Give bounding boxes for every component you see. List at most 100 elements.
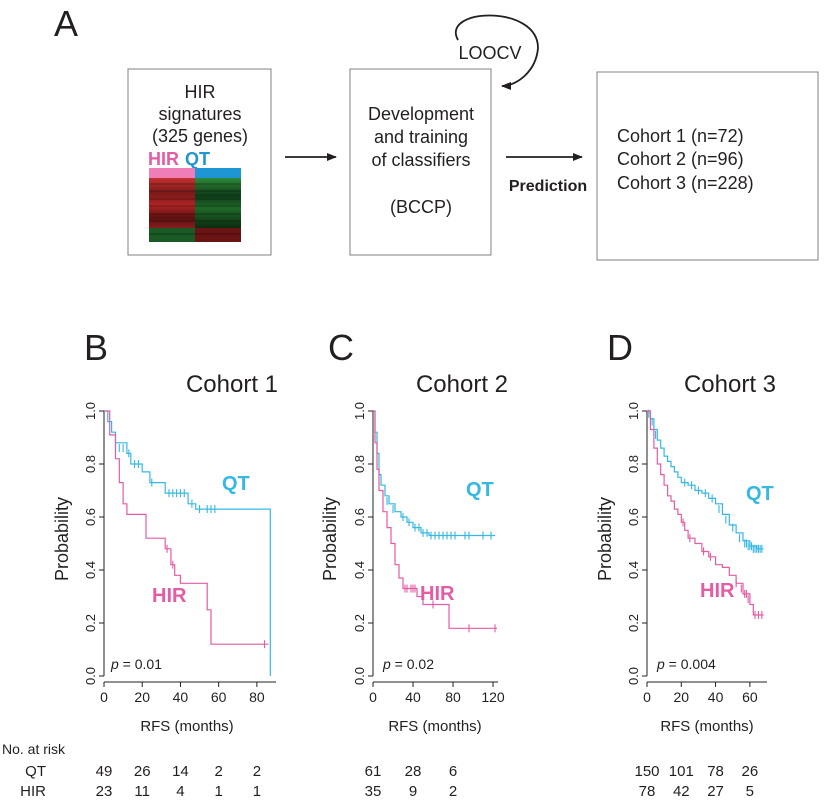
series-label-hir: HIR (700, 580, 735, 602)
risk-value-qt: 101 (669, 763, 694, 780)
km-curve-hir (373, 410, 497, 629)
classifier-box-line-3: of classifiers (371, 150, 470, 170)
x-tick-label: 0 (100, 689, 108, 705)
risk-row-label-hir: HIR (20, 783, 46, 800)
signature-box-line-3: (325 genes) (152, 126, 248, 146)
y-axis-label-cohort-1: Probability (52, 497, 72, 581)
risk-value-qt: 26 (742, 763, 759, 780)
p-value-cohort-2: p = 0.02 (382, 656, 434, 672)
y-tick-label: 0.8 (83, 455, 98, 473)
risk-value-qt: 2 (253, 763, 261, 780)
x-tick-label: 120 (481, 689, 505, 705)
p-value-cohort-3: p = 0.004 (656, 656, 716, 672)
risk-value-hir: 35 (365, 783, 382, 800)
p-number: = 0.004 (665, 656, 716, 672)
p-symbol: p (656, 656, 665, 672)
prediction-label: Prediction (509, 178, 587, 195)
y-tick-label: 0.2 (626, 614, 641, 632)
panel-a-letter: A (54, 3, 78, 44)
risk-value-qt: 28 (405, 763, 422, 780)
panel-d-letter: D (607, 327, 633, 368)
risk-table: No. at risk QT HIR 49 26 14 2 223 11 4 1 161 28 63… (2, 741, 758, 800)
risk-value-hir: 23 (96, 783, 113, 800)
chart-title-cohort-1: Cohort 1 (186, 371, 278, 398)
y-tick-label: 0.8 (626, 455, 641, 473)
y-tick-label: 0.4 (83, 561, 98, 579)
classifier-box (349, 68, 492, 256)
classifier-box-line-4: (BCCP) (390, 197, 452, 217)
y-tick-label: 0.0 (83, 667, 98, 685)
risk-value-hir: 11 (134, 783, 150, 800)
x-tick-label: 0 (643, 689, 651, 705)
classifier-box-line-1: Development (368, 104, 474, 124)
signature-box-line-1: HIR (185, 82, 216, 102)
x-tick-label: 80 (249, 689, 265, 705)
series-label-hir: HIR (420, 583, 455, 605)
y-tick-label: 0.8 (352, 455, 367, 473)
x-tick-label: 60 (211, 689, 227, 705)
y-axis-label-cohort-3: Probability (595, 497, 615, 581)
y-tick-label: 0.6 (626, 508, 641, 526)
classifier-box-line-2: and training (374, 127, 468, 147)
km-panel-cohort-1: B Cohort 1 Probability RFS (months) p = … (52, 327, 278, 735)
chart-title-cohort-2: Cohort 2 (416, 371, 508, 398)
y-axis-label-cohort-2: Probability (320, 497, 340, 581)
heatmap-qt-label: QT (185, 149, 210, 169)
x-tick-label: 0 (369, 689, 377, 705)
loocv-label: LOOCV (458, 43, 521, 63)
loocv-loop-arrow (454, 14, 539, 90)
risk-value-hir: 9 (409, 783, 417, 800)
y-tick-label: 0.0 (352, 667, 367, 685)
panel-b-letter: B (84, 327, 108, 368)
p-symbol: p (110, 656, 119, 672)
risk-value-hir: 27 (707, 783, 724, 800)
km-curve-qt (647, 410, 764, 550)
risk-value-qt: 6 (449, 763, 457, 780)
risk-value-qt: 61 (365, 763, 382, 780)
y-tick-label: 0.0 (626, 667, 641, 685)
y-tick-label: 0.6 (352, 508, 367, 526)
risk-value-hir: 1 (214, 783, 222, 800)
risk-value-qt: 2 (214, 763, 222, 780)
p-number: = 0.02 (391, 656, 434, 672)
x-axis-label-cohort-2: RFS (months) (388, 718, 481, 735)
y-tick-label: 1.0 (83, 402, 98, 420)
p-value-cohort-1: p = 0.01 (110, 656, 162, 672)
panel-c-letter: C (328, 327, 354, 368)
risk-row-label-qt: QT (25, 763, 46, 780)
risk-value-qt: 49 (96, 763, 113, 780)
risk-value-qt: 150 (634, 763, 659, 780)
x-tick-label: 20 (673, 689, 689, 705)
km-curve-qt (104, 410, 271, 676)
y-tick-label: 1.0 (352, 402, 367, 420)
risk-value-hir: 42 (673, 783, 690, 800)
cohort-box-line-1: Cohort 1 (n=72) (617, 126, 744, 146)
p-symbol: p (382, 656, 391, 672)
x-tick-label: 60 (742, 689, 758, 705)
p-number: = 0.01 (119, 656, 162, 672)
y-tick-label: 1.0 (626, 402, 641, 420)
x-tick-label: 40 (405, 689, 421, 705)
risk-table-title: No. at risk (2, 741, 66, 757)
km-panel-cohort-2: C Cohort 2 Probability RFS (months) p = … (320, 327, 508, 735)
risk-value-qt: 26 (134, 763, 151, 780)
x-tick-label: 80 (445, 689, 461, 705)
y-tick-label: 0.2 (352, 614, 367, 632)
y-tick-label: 0.2 (83, 614, 98, 632)
y-tick-label: 0.4 (626, 561, 641, 579)
km-panel-cohort-3: D Cohort 3 Probability RFS (months) p = … (595, 327, 776, 735)
x-axis-label-cohort-3: RFS (months) (660, 718, 753, 735)
x-axis-label-cohort-1: RFS (months) (140, 718, 233, 735)
x-tick-label: 40 (173, 689, 189, 705)
signature-box-line-2: signatures (158, 104, 241, 124)
y-tick-label: 0.4 (352, 561, 367, 579)
series-label-qt: QT (222, 473, 250, 495)
risk-value-hir: 4 (176, 783, 184, 800)
risk-value-hir: 2 (449, 783, 457, 800)
x-tick-label: 40 (708, 689, 724, 705)
expression-heatmap (149, 168, 241, 242)
cohort-box (596, 71, 819, 261)
chart-title-cohort-3: Cohort 3 (684, 371, 776, 398)
risk-value-hir: 1 (253, 783, 261, 800)
